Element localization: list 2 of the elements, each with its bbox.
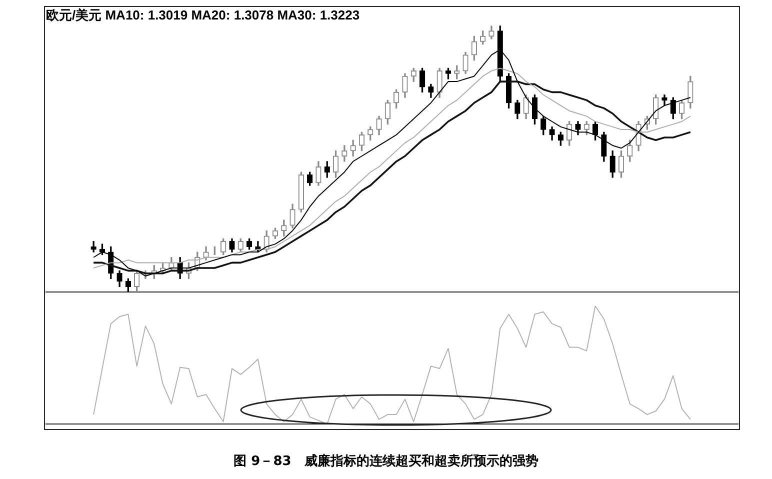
caption: 图 9－83 威廉指标的连续超买和超卖所预示的强势 bbox=[232, 452, 540, 470]
chart-title: 欧元/美元 MA10: 1.3019 MA20: 1.3078 MA30: 1.3223 bbox=[46, 7, 360, 22]
